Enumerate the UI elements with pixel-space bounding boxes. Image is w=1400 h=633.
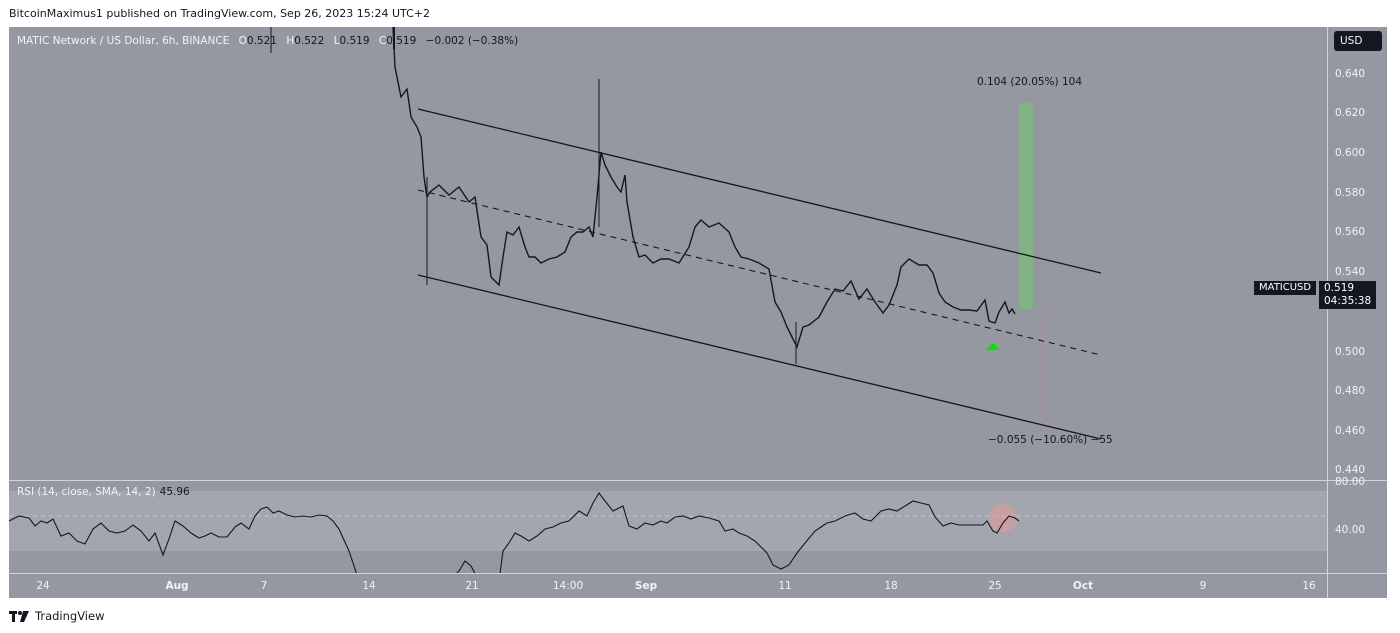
price-tick: 0.580 bbox=[1335, 187, 1366, 199]
brand-name: TradingView bbox=[35, 609, 105, 623]
last-price-tag: 0.519 04:35:38 bbox=[1319, 281, 1376, 309]
time-tick: 11 bbox=[778, 580, 792, 592]
bar-countdown: 04:35:38 bbox=[1324, 295, 1372, 307]
symbol-price-tag: MATICUSD bbox=[1254, 281, 1317, 295]
channel-mid-line bbox=[417, 189, 1102, 356]
price-tick: 0.640 bbox=[1335, 68, 1366, 80]
rsi-band bbox=[9, 491, 1327, 551]
price-path bbox=[392, 27, 1016, 349]
time-tick: 18 bbox=[884, 580, 898, 592]
time-tick: 16 bbox=[1302, 580, 1316, 592]
price-tick: 0.600 bbox=[1335, 147, 1366, 159]
time-tick: 25 bbox=[988, 580, 1002, 592]
price-tick: 0.460 bbox=[1335, 425, 1366, 437]
close-value: 0.519 bbox=[386, 35, 417, 47]
price-tick: 0.440 bbox=[1335, 464, 1366, 476]
change-value: −0.002 (−0.38%) bbox=[425, 35, 519, 47]
rsi-tick: 80.00 bbox=[1335, 476, 1366, 488]
currency-button[interactable]: USD bbox=[1334, 31, 1382, 51]
rsi-highlight-circle bbox=[989, 504, 1017, 532]
channel-lower-line bbox=[417, 274, 1102, 440]
time-tick: Oct bbox=[1072, 580, 1094, 592]
channel-upper-line bbox=[417, 108, 1102, 274]
time-tick: 14:00 bbox=[552, 580, 584, 592]
rsi-line bbox=[9, 492, 1020, 573]
rsi-value: 45.96 bbox=[159, 486, 190, 498]
time-tick: 14 bbox=[362, 580, 376, 592]
time-tick: Sep bbox=[634, 580, 658, 592]
time-axis-separator bbox=[9, 573, 1387, 574]
price-tick: 0.620 bbox=[1335, 107, 1366, 119]
upside-target-zone bbox=[1019, 103, 1033, 309]
time-axis[interactable]: 24 Aug 7 14 21 14:00 Sep 11 18 25 Oct 9 … bbox=[9, 574, 1327, 598]
price-axis[interactable]: USD 0.640 0.620 0.600 0.580 0.560 0.540 … bbox=[1328, 27, 1387, 598]
last-price-value: 0.519 bbox=[1324, 282, 1355, 294]
pane-separator[interactable] bbox=[9, 480, 1387, 481]
downside-target-label: −0.055 (−10.60%) −55 bbox=[988, 434, 1113, 446]
time-tick: Aug bbox=[165, 580, 189, 592]
price-tick: 0.480 bbox=[1335, 385, 1366, 397]
chart-frame[interactable]: MATIC Network / US Dollar, 6h, BINANCE O… bbox=[9, 27, 1387, 598]
footer-brand[interactable]: TradingView bbox=[9, 609, 104, 623]
rsi-tick: 40.00 bbox=[1335, 524, 1366, 536]
time-tick: 9 bbox=[1199, 580, 1207, 592]
rsi-title: RSI (14, close, SMA, 14, 2) bbox=[17, 486, 156, 498]
price-chart-svg bbox=[270, 27, 1102, 440]
price-axis-separator bbox=[1327, 27, 1328, 598]
rsi-legend: RSI (14, close, SMA, 14, 2) 45.96 bbox=[17, 486, 190, 498]
ohlc-legend: MATIC Network / US Dollar, 6h, BINANCE O… bbox=[17, 35, 519, 47]
symbol-description: MATIC Network / US Dollar, 6h, BINANCE bbox=[17, 35, 230, 47]
price-tick: 0.540 bbox=[1335, 266, 1366, 278]
time-tick: 7 bbox=[260, 580, 268, 592]
time-tick: 21 bbox=[465, 580, 479, 592]
upside-target-label: 0.104 (20.05%) 104 bbox=[977, 76, 1083, 88]
rsi-chart-svg bbox=[9, 492, 1327, 573]
low-value: 0.519 bbox=[339, 35, 370, 47]
time-tick: 24 bbox=[36, 580, 50, 592]
price-tick: 0.560 bbox=[1335, 226, 1366, 238]
tradingview-logo-icon bbox=[9, 610, 29, 622]
bullish-signal-arrow-icon bbox=[986, 343, 1000, 350]
price-tick: 0.500 bbox=[1335, 346, 1366, 358]
price-pane[interactable]: MATIC Network / US Dollar, 6h, BINANCE O… bbox=[9, 27, 1329, 480]
rsi-pane[interactable]: RSI (14, close, SMA, 14, 2) 45.96 bbox=[9, 481, 1327, 573]
high-value: 0.522 bbox=[294, 35, 325, 47]
publisher-line: BitcoinMaximus1 published on TradingView… bbox=[9, 7, 430, 20]
open-value: 0.521 bbox=[246, 35, 277, 47]
